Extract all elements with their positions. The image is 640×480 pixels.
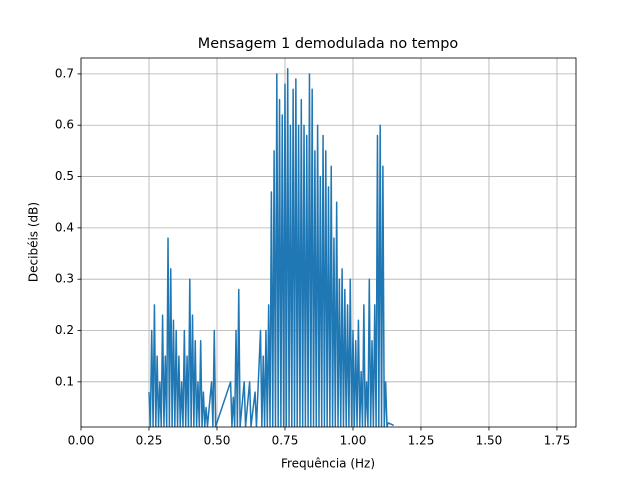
x-tick-label: 0.50 (204, 434, 231, 448)
x-tick-label: 0.75 (272, 434, 299, 448)
y-tick-label: 0.6 (55, 118, 74, 132)
y-tick-label: 0.5 (55, 169, 74, 183)
x-axis-label: Frequência (Hz) (281, 457, 375, 471)
x-tick-label: 1.25 (408, 434, 435, 448)
x-tick-label: 1.00 (340, 434, 367, 448)
y-tick-label: 0.2 (55, 323, 74, 337)
x-tick-label: 0.25 (136, 434, 163, 448)
y-tick-label: 0.7 (55, 66, 74, 80)
x-tick-label: 0.00 (68, 434, 95, 448)
y-axis-label: Decibéis (dB) (27, 202, 41, 282)
y-tick-label: 0.4 (55, 220, 74, 234)
data-line (148, 68, 395, 427)
y-tick-label: 0.1 (55, 374, 74, 388)
x-tick-label: 1.50 (476, 434, 503, 448)
x-tick-label: 1.75 (544, 434, 571, 448)
chart-title: Mensagem 1 demodulada no tempo (198, 36, 459, 52)
axes-frame (80, 57, 577, 428)
y-tick-label: 0.3 (55, 272, 74, 286)
plot-area (148, 68, 395, 427)
